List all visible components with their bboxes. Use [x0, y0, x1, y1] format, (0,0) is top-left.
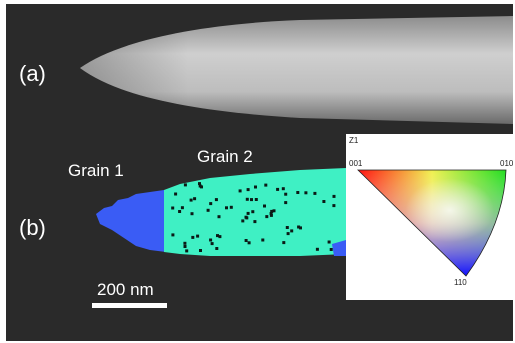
defect-pixel [296, 191, 300, 194]
defect-pixel [217, 215, 221, 219]
defect-pixel [282, 241, 286, 245]
defect-pixel [209, 238, 213, 242]
defect-pixel [190, 212, 194, 216]
defect-pixel [246, 211, 250, 215]
defect-pixel [253, 220, 257, 224]
defect-pixel [218, 235, 222, 239]
defect-pixel [189, 198, 193, 202]
defect-pixel [269, 212, 273, 215]
ipf-triangle-graphic [357, 169, 507, 277]
defect-pixel [261, 238, 265, 242]
defect-pixel [269, 213, 273, 217]
scale-bar-line [92, 303, 167, 308]
defect-pixel [183, 245, 187, 248]
defect-pixel [290, 229, 294, 233]
orientation-map [96, 168, 346, 256]
defect-pixel [313, 191, 317, 195]
defect-pixel [171, 233, 175, 237]
defect-pixel [264, 183, 268, 187]
defect-pixel [180, 206, 184, 210]
ipf-corner-010: 010 [500, 159, 514, 168]
defect-pixel [265, 215, 269, 219]
defect-pixel [209, 202, 213, 206]
defect-pixel [183, 183, 187, 187]
defect-pixel [329, 248, 333, 251]
defect-pixel [196, 234, 200, 238]
defect-pixel [284, 201, 288, 205]
grain-2-region [164, 168, 346, 256]
panel-b-label: (b) [19, 215, 46, 240]
defect-pixel [297, 225, 301, 229]
defect-pixel [270, 209, 274, 213]
defect-pixel [238, 189, 242, 193]
defect-pixel [225, 206, 228, 210]
defect-pixel [276, 187, 280, 191]
grain-1-region [96, 190, 166, 252]
defect-pixel [332, 194, 336, 198]
grain-edge-region [332, 240, 346, 256]
defect-pixel [198, 184, 202, 188]
defect-pixel [241, 219, 245, 223]
defect-pixel [206, 208, 210, 212]
scale-bar-label: 200 nm [97, 280, 154, 299]
defect-pixel [183, 241, 187, 245]
defect-pixel [247, 241, 251, 245]
defect-pixel [272, 209, 276, 213]
defect-pixel [174, 192, 178, 196]
defect-pixel [185, 249, 189, 253]
defect-pixel [244, 215, 248, 219]
defect-pixel [299, 226, 302, 230]
defect-pixel [246, 188, 250, 192]
panel-a-label: (a) [19, 61, 46, 86]
defect-pixel [215, 247, 219, 250]
defect-pixel [245, 197, 249, 201]
defect-pixel [214, 198, 218, 202]
grain-2-label: Grain 2 [197, 147, 253, 166]
ipf-color-key: Z1 001 010 110 [346, 134, 513, 300]
defect-pixel [210, 242, 214, 246]
defect-pixel [254, 198, 258, 201]
defect-pixel [171, 206, 175, 210]
defect-pixel [284, 192, 288, 196]
defect-pixel [332, 204, 336, 208]
defect-pixel [229, 205, 233, 209]
defect-pixel [281, 187, 285, 191]
defect-pixel [216, 234, 219, 238]
needle-tip-image [80, 16, 513, 124]
defect-pixel [327, 240, 331, 244]
defect-pixel [251, 210, 255, 214]
defect-pixel [304, 191, 308, 195]
defect-pixel [286, 232, 290, 236]
defect-pixel [254, 185, 257, 189]
defect-pixel [315, 247, 319, 251]
defect-pixel [244, 239, 248, 242]
defect-pixel [250, 198, 253, 202]
defect-pixel [263, 204, 266, 208]
defect-pixel [193, 197, 197, 201]
defect-pixel [198, 182, 201, 186]
defect-pixel [178, 210, 182, 213]
ipf-key-title: Z1 [349, 136, 359, 145]
defect-pixel [199, 249, 202, 252]
defect-pixel [285, 226, 289, 229]
defect-pixel [322, 200, 326, 203]
defect-pixel [191, 235, 195, 239]
ipf-corner-110: 110 [454, 278, 467, 287]
ipf-corner-001: 001 [349, 159, 363, 168]
grain-1-label: Grain 1 [68, 161, 124, 180]
